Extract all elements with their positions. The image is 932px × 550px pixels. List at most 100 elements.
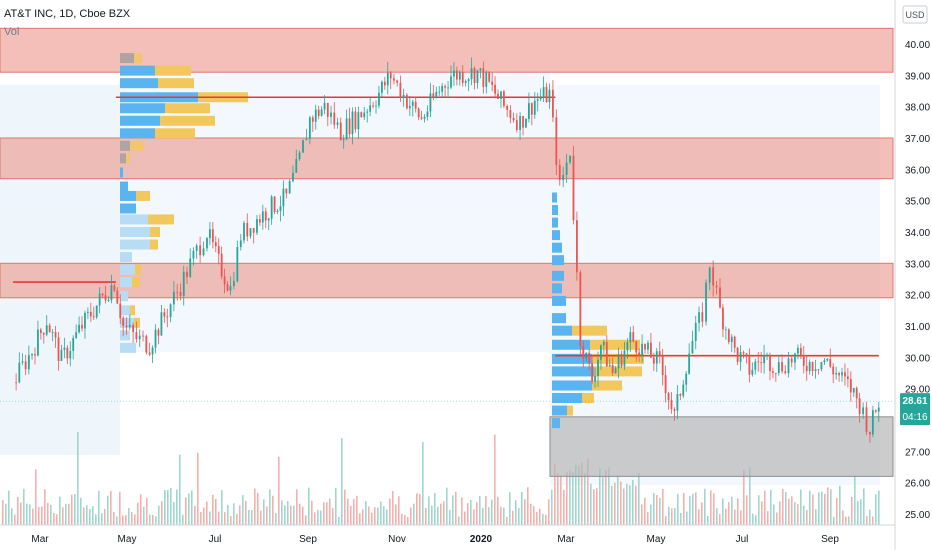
- volume-bar: [512, 510, 514, 525]
- candle-body: [189, 258, 192, 277]
- volume-bar: [569, 470, 571, 525]
- candle-body: [597, 359, 599, 377]
- candle-body: [814, 369, 817, 372]
- volume-bar: [473, 509, 475, 525]
- candle-body: [438, 91, 441, 93]
- candle-body: [862, 407, 864, 415]
- candle-body: [202, 248, 205, 256]
- candle-body: [163, 312, 166, 317]
- volume-bar: [869, 509, 871, 525]
- candle-body: [751, 369, 754, 375]
- candle-body: [476, 70, 479, 83]
- candle-body: [378, 92, 380, 106]
- candle-body: [69, 350, 72, 359]
- candle-body: [18, 362, 21, 383]
- candle-body: [375, 105, 377, 107]
- candle-body: [15, 382, 18, 384]
- candle-body: [647, 342, 649, 350]
- volume-profile-bar: [120, 128, 155, 139]
- volume-bar: [98, 490, 100, 525]
- volume-bar: [725, 508, 727, 525]
- resistance-zone: [0, 137, 894, 180]
- volume-profile-bar: [552, 295, 566, 306]
- volume-bar: [35, 469, 37, 525]
- volume-bar: [434, 493, 436, 525]
- candle-body: [31, 354, 33, 356]
- volume-bar: [125, 515, 127, 525]
- volume-bar: [188, 493, 190, 525]
- volume-bar: [131, 512, 133, 525]
- volume-bar: [287, 501, 289, 525]
- candle-body: [730, 336, 733, 343]
- candle-body: [585, 352, 588, 359]
- volume-profile-bar: [132, 277, 140, 288]
- candle-body: [66, 347, 69, 359]
- candle-body: [808, 361, 811, 372]
- volume-bar: [173, 502, 175, 525]
- candle-body: [199, 245, 202, 256]
- candle-body: [51, 332, 54, 333]
- volume-bar: [416, 493, 418, 525]
- candle-body: [45, 325, 48, 335]
- candle-body: [270, 196, 273, 219]
- volume-bar: [158, 505, 160, 525]
- volume-bar: [227, 504, 229, 525]
- volume-bar: [602, 475, 604, 525]
- candle-body: [670, 400, 673, 410]
- volume-bar: [449, 509, 451, 525]
- candle-body: [719, 287, 721, 308]
- candle-body: [453, 70, 455, 77]
- currency-box: [902, 5, 928, 24]
- candle-body: [423, 116, 426, 119]
- volume-bar: [863, 488, 865, 525]
- volume-profile-bar: [552, 313, 566, 324]
- candle-body: [650, 342, 652, 358]
- volume-bar: [107, 495, 109, 525]
- volume-profile-bar: [134, 317, 140, 328]
- x-tick-label: Sep: [821, 534, 839, 545]
- candle-body: [206, 238, 208, 249]
- candle-body: [34, 354, 36, 356]
- candle-body: [667, 393, 670, 401]
- volume-bar: [65, 503, 67, 525]
- candle-body: [381, 81, 383, 93]
- volume-bar: [302, 506, 304, 525]
- candle-body: [485, 72, 488, 87]
- candle-body: [733, 336, 736, 348]
- volume-bar: [848, 516, 850, 525]
- candle-body: [488, 72, 491, 82]
- volume-bar: [767, 511, 769, 525]
- candle-body: [393, 78, 395, 81]
- volume-bar: [509, 492, 511, 525]
- volume-bar: [839, 485, 841, 525]
- volume-bar: [428, 496, 430, 525]
- candle-body: [414, 101, 417, 109]
- candle-body: [320, 109, 323, 116]
- volume-bar: [599, 467, 601, 525]
- volume-bar: [281, 500, 283, 525]
- volume-profile-bar: [552, 339, 590, 350]
- volume-bar: [749, 466, 751, 525]
- x-tick-label: May: [118, 534, 137, 545]
- volume-bar: [185, 497, 187, 525]
- volume-label: Vol: [4, 26, 20, 38]
- candle-body: [402, 94, 405, 98]
- volume-bar: [71, 494, 73, 525]
- volume-bar: [80, 497, 82, 525]
- volume-bar: [404, 514, 406, 525]
- volume-bar: [269, 489, 271, 525]
- candle-body: [172, 291, 175, 305]
- candle-body: [525, 118, 527, 128]
- volume-bar: [497, 496, 499, 525]
- candle-body: [386, 72, 389, 86]
- volume-bar: [68, 503, 70, 525]
- volume-bar: [116, 516, 118, 525]
- volume-bar: [83, 507, 85, 525]
- volume-bar: [491, 499, 493, 525]
- volume-bar: [650, 504, 652, 525]
- volume-bar: [317, 509, 319, 525]
- candle-body: [539, 97, 542, 100]
- volume-bar: [506, 516, 508, 525]
- volume-profile-bar: [552, 380, 592, 391]
